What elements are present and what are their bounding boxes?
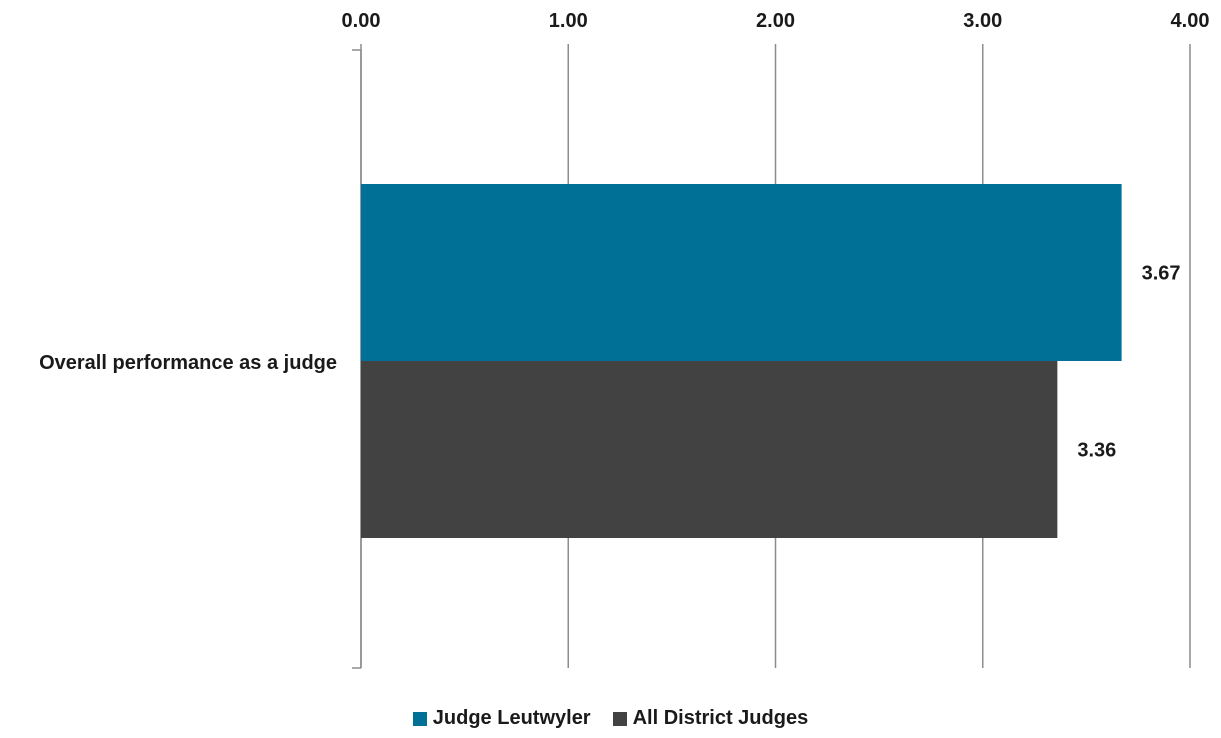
- bar-all-district-judges: [361, 361, 1058, 538]
- category-label: Overall performance as a judge: [39, 352, 337, 374]
- legend-swatch-all-district: [612, 711, 627, 726]
- bars: [361, 184, 1122, 538]
- legend-item-all-district: All District Judges: [612, 707, 809, 730]
- data-label: 3.36: [1077, 440, 1116, 462]
- legend-label-all-district: All District Judges: [632, 707, 809, 729]
- legend-item-judge: Judge Leutwyler: [412, 707, 591, 730]
- legend-label-judge: Judge Leutwyler: [432, 707, 591, 729]
- data-labels: 3.67 3.36: [1077, 263, 1180, 462]
- tick-label: 2.00: [756, 10, 795, 32]
- data-label: 3.67: [1142, 263, 1181, 285]
- bar-judge-leutwyler: [361, 184, 1122, 361]
- tick-label: 3.00: [963, 10, 1002, 32]
- tick-label: 4.00: [1171, 10, 1210, 32]
- legend-swatch-judge: [412, 711, 427, 726]
- tick-label: 1.00: [549, 10, 588, 32]
- tick-label: 0.00: [342, 10, 381, 32]
- legend: Judge Leutwyler All District Judges: [0, 707, 1221, 730]
